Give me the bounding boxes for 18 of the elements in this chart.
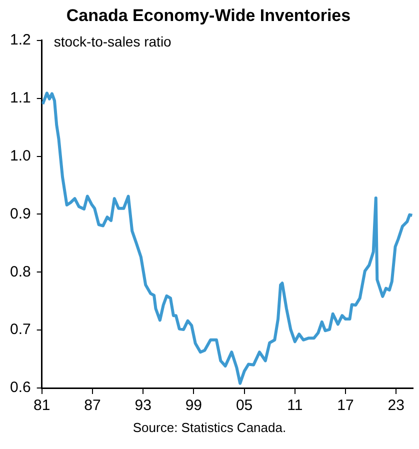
x-tick-label: 87 [84, 397, 101, 414]
x-tick-label: 99 [185, 397, 202, 414]
source-note: Source: Statistics Canada. [132, 420, 288, 435]
x-tick-label: 11 [287, 397, 303, 414]
x-tick-label: 05 [236, 397, 253, 414]
x-tick-label: 23 [388, 397, 404, 414]
y-tick-label: 0.9 [10, 205, 31, 222]
x-tick-label: 93 [134, 397, 152, 414]
x-tick-label: 17 [337, 397, 354, 414]
x-tick-label: 81 [34, 397, 50, 414]
y-tick-label: 0.7 [10, 321, 31, 338]
y-tick-label: 0.8 [10, 263, 31, 280]
y-axis-title: stock-to-sales ratio [54, 33, 172, 50]
chart-title: Canada Economy-Wide Inventories [66, 6, 351, 25]
y-tick-label: 1.0 [10, 147, 31, 164]
y-tick-label: 1.2 [10, 32, 31, 49]
y-tick-label: 0.6 [10, 379, 31, 396]
y-tick-label: 1.1 [10, 89, 31, 106]
